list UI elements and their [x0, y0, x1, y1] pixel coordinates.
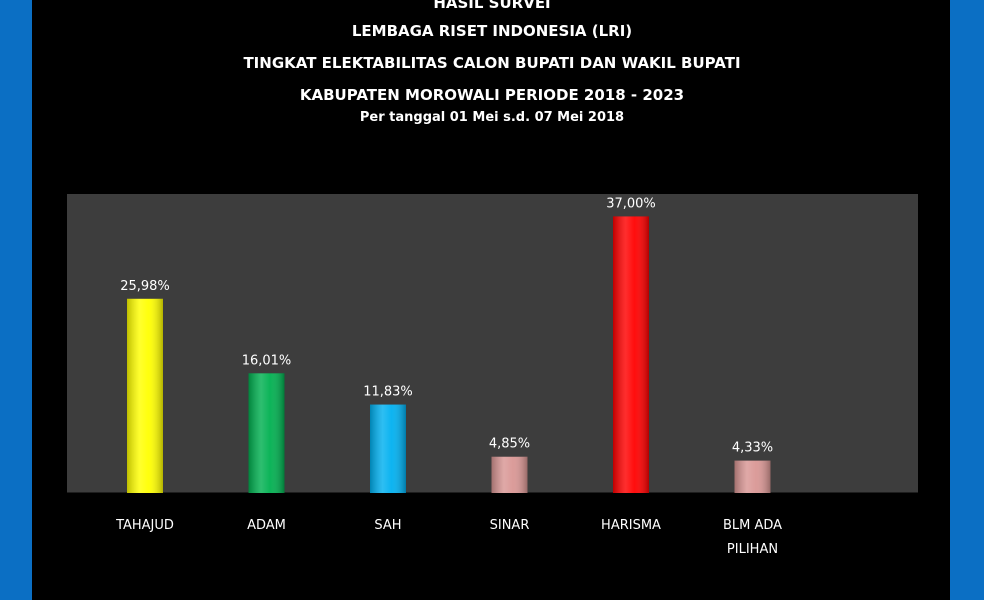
x-tick-label-harisma: HARISMA [601, 518, 661, 533]
value-label-sinar: 4,85% [489, 437, 530, 452]
value-label-sah: 11,83% [363, 385, 413, 400]
survey-title: HASIL SURVEI [433, 0, 551, 12]
x-tick-label-sinar: SINAR [490, 518, 530, 533]
region-period-title: KABUPATEN MOROWALI PERIODE 2018 - 2023 [299, 86, 685, 104]
plot-area [67, 194, 918, 493]
x-tick-label-adam: ADAM [247, 518, 286, 533]
value-label-adam: 16,01% [242, 353, 292, 368]
chart-titles: HASIL SURVEI LEMBAGA RISET INDONESIA (LR… [0, 0, 984, 140]
bar-shading-sah [370, 404, 406, 493]
chart-main-title: TINGKAT ELEKTABILITAS CALON BUPATI DAN W… [243, 54, 741, 72]
value-label-harisma: 37,00% [606, 196, 656, 211]
bar-shading-sinar [491, 456, 528, 493]
bar-shading-tahajud [127, 298, 163, 493]
bar-shading-blm-ada-pilihan [734, 460, 771, 493]
value-label-tahajud: 25,98% [120, 279, 170, 294]
date-range-subtitle: Per tanggal 01 Mei s.d. 07 Mei 2018 [359, 110, 625, 125]
bar-shading-adam [248, 373, 285, 493]
x-tick-label-tahajud: TAHAJUD [115, 518, 174, 533]
x-tick-label-sah: SAH [374, 518, 401, 533]
bar-shading-harisma [613, 216, 649, 494]
institution-title: LEMBAGA RISET INDONESIA (LRI) [351, 22, 633, 40]
x-tick-label-blm-ada-pilihan-line2: PILIHAN [727, 542, 778, 557]
x-tick-label-blm-ada-pilihan-line1: BLM ADA [723, 518, 782, 533]
value-label-blm-ada-pilihan: 4,33% [732, 441, 773, 456]
